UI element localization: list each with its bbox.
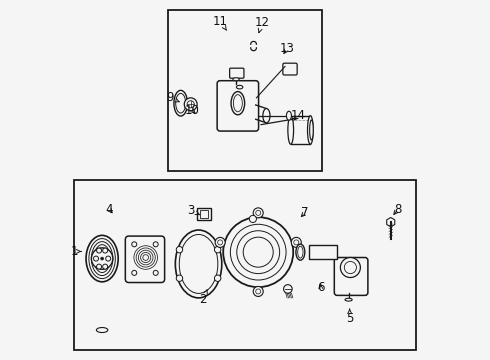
Circle shape xyxy=(341,257,360,278)
Circle shape xyxy=(253,208,263,218)
Circle shape xyxy=(291,237,301,247)
Bar xyxy=(199,210,208,217)
Circle shape xyxy=(344,261,356,274)
Ellipse shape xyxy=(287,111,292,120)
Circle shape xyxy=(102,264,108,269)
FancyBboxPatch shape xyxy=(125,236,165,283)
Bar xyxy=(197,207,211,220)
Text: 8: 8 xyxy=(394,203,402,216)
Circle shape xyxy=(184,98,197,111)
Circle shape xyxy=(97,248,101,253)
Ellipse shape xyxy=(174,90,188,116)
Text: 10: 10 xyxy=(185,104,199,117)
Circle shape xyxy=(92,248,113,269)
Ellipse shape xyxy=(92,242,113,275)
Circle shape xyxy=(215,247,221,253)
Ellipse shape xyxy=(296,244,305,260)
Ellipse shape xyxy=(179,234,218,293)
Bar xyxy=(74,180,416,350)
Circle shape xyxy=(256,289,261,294)
Circle shape xyxy=(215,237,225,247)
Text: 14: 14 xyxy=(291,109,305,122)
Text: 13: 13 xyxy=(280,42,294,55)
Circle shape xyxy=(237,231,280,274)
Ellipse shape xyxy=(263,109,270,123)
Circle shape xyxy=(106,256,111,261)
Circle shape xyxy=(102,248,108,253)
Text: 6: 6 xyxy=(317,281,324,294)
Circle shape xyxy=(176,247,183,253)
Text: 9: 9 xyxy=(166,91,179,104)
Ellipse shape xyxy=(298,246,303,258)
Ellipse shape xyxy=(175,230,222,298)
Text: 3: 3 xyxy=(187,204,200,217)
Circle shape xyxy=(100,257,103,260)
Ellipse shape xyxy=(97,328,108,333)
Ellipse shape xyxy=(345,298,352,301)
Circle shape xyxy=(94,256,98,261)
Text: 5: 5 xyxy=(346,309,353,325)
Ellipse shape xyxy=(89,239,115,279)
Text: 4: 4 xyxy=(105,203,113,216)
Circle shape xyxy=(218,240,222,245)
Circle shape xyxy=(256,210,261,215)
FancyBboxPatch shape xyxy=(230,68,244,78)
Ellipse shape xyxy=(288,116,294,144)
Circle shape xyxy=(187,101,194,108)
Circle shape xyxy=(223,217,293,287)
Circle shape xyxy=(215,275,221,282)
Circle shape xyxy=(284,285,292,293)
Ellipse shape xyxy=(237,85,243,89)
Ellipse shape xyxy=(86,235,118,282)
Ellipse shape xyxy=(310,120,313,140)
Circle shape xyxy=(132,242,137,247)
Circle shape xyxy=(97,264,101,269)
Bar xyxy=(168,10,322,171)
Text: 11: 11 xyxy=(213,14,227,30)
FancyBboxPatch shape xyxy=(217,81,259,131)
Text: 1: 1 xyxy=(71,245,81,258)
Circle shape xyxy=(176,275,183,282)
Ellipse shape xyxy=(308,116,313,144)
Circle shape xyxy=(294,240,299,245)
Ellipse shape xyxy=(94,245,110,273)
Bar xyxy=(309,245,337,259)
Circle shape xyxy=(249,215,256,222)
Text: 7: 7 xyxy=(301,206,309,219)
Circle shape xyxy=(243,237,273,267)
Circle shape xyxy=(253,287,263,296)
Ellipse shape xyxy=(233,78,239,81)
Ellipse shape xyxy=(231,91,245,115)
Text: 12: 12 xyxy=(255,16,270,33)
Circle shape xyxy=(132,270,137,275)
Ellipse shape xyxy=(176,93,186,113)
Circle shape xyxy=(153,242,158,247)
Circle shape xyxy=(153,270,158,275)
FancyBboxPatch shape xyxy=(283,63,297,75)
Ellipse shape xyxy=(233,95,243,112)
Text: 2: 2 xyxy=(199,290,207,306)
FancyBboxPatch shape xyxy=(334,257,368,296)
Circle shape xyxy=(230,224,286,280)
